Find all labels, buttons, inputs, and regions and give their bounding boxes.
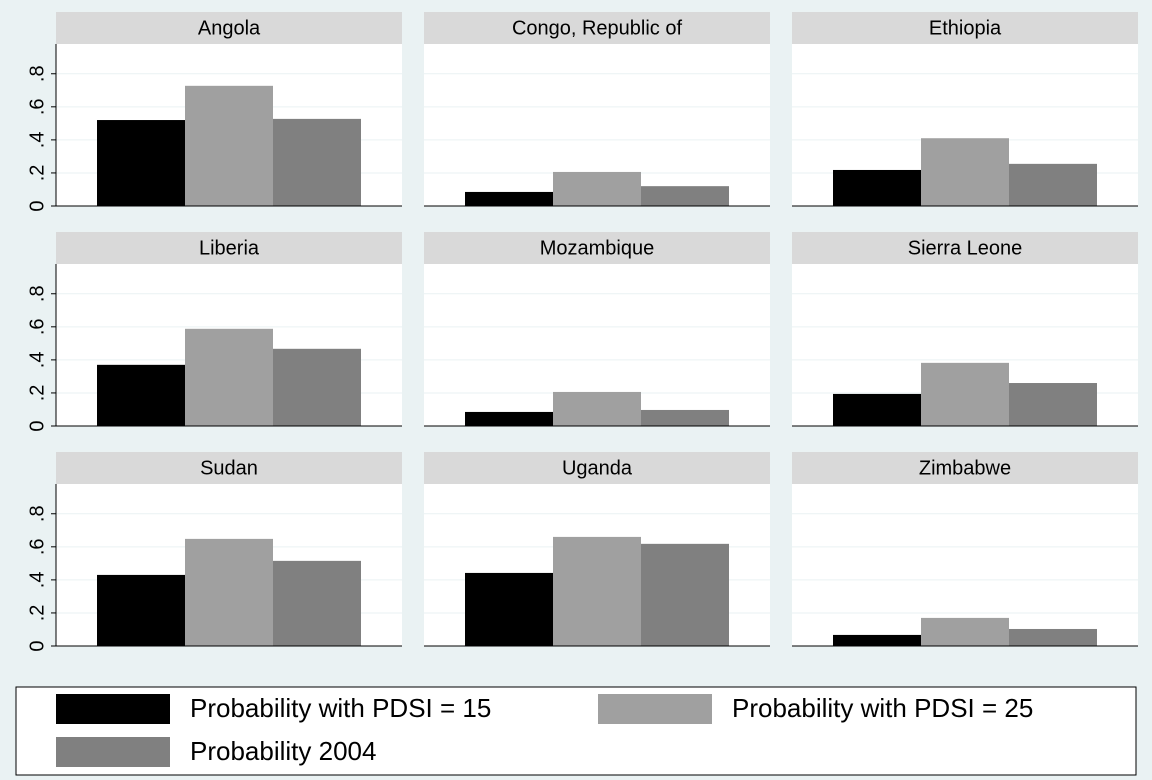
legend-label: Probability with PDSI = 15 <box>190 693 491 723</box>
panel-title: Mozambique <box>540 237 655 259</box>
panel-title: Zimbabwe <box>919 457 1011 479</box>
bar <box>97 574 185 646</box>
legend-label: Probability with PDSI = 25 <box>732 693 1033 723</box>
bar <box>1009 628 1097 646</box>
legend-box <box>15 686 1137 776</box>
panel-title: Sierra Leone <box>908 237 1023 259</box>
y-tick-label: .2 <box>26 605 48 622</box>
legend-swatch <box>56 737 170 767</box>
strip-header <box>424 232 770 264</box>
panel-title: Angola <box>198 17 261 39</box>
bar <box>833 393 921 426</box>
bar <box>921 138 1009 206</box>
strip-header <box>56 232 402 264</box>
y-tick-label: .6 <box>26 318 48 335</box>
panel-title: Ethiopia <box>929 17 1002 39</box>
bar <box>641 186 729 206</box>
bar <box>553 171 641 206</box>
panel-title: Sudan <box>200 457 258 479</box>
legend-swatch <box>598 694 712 724</box>
bar <box>185 85 273 206</box>
y-tick-label: .8 <box>26 65 48 82</box>
bar <box>273 118 361 206</box>
strip-header <box>56 12 402 44</box>
bar <box>97 120 185 206</box>
bar <box>921 362 1009 426</box>
bar <box>641 409 729 426</box>
bar <box>273 348 361 426</box>
panel-title: Congo, Republic of <box>512 17 683 39</box>
legend-swatch <box>56 694 170 724</box>
bar <box>833 634 921 646</box>
bar <box>465 411 553 426</box>
bar <box>1009 163 1097 206</box>
y-tick-label: 0 <box>26 640 48 651</box>
y-tick-label: .4 <box>26 352 48 369</box>
y-tick-label: .6 <box>26 538 48 555</box>
bar <box>1009 383 1097 426</box>
strip-header <box>424 12 770 44</box>
bar <box>465 572 553 646</box>
bar <box>273 560 361 646</box>
y-tick-label: .6 <box>26 98 48 115</box>
strip-header <box>792 232 1138 264</box>
y-tick-label: .8 <box>26 285 48 302</box>
y-tick-label: .2 <box>26 165 48 182</box>
bar <box>97 364 185 426</box>
strip-header <box>424 452 770 484</box>
bar <box>553 391 641 426</box>
bar <box>641 543 729 646</box>
strip-header <box>56 452 402 484</box>
y-tick-label: 0 <box>26 420 48 431</box>
legend-label: Probability 2004 <box>190 736 376 766</box>
y-tick-label: .4 <box>26 572 48 589</box>
y-tick-label: .2 <box>26 385 48 402</box>
bar <box>185 538 273 646</box>
strip-header <box>792 452 1138 484</box>
y-tick-label: 0 <box>26 200 48 211</box>
bar <box>833 169 921 206</box>
panel-title: Uganda <box>562 457 633 479</box>
y-tick-label: .8 <box>26 505 48 522</box>
bar <box>465 191 553 206</box>
bar <box>921 617 1009 646</box>
y-tick-label: .4 <box>26 132 48 149</box>
bar <box>553 536 641 646</box>
panel-title: Liberia <box>199 237 260 259</box>
strip-header <box>792 12 1138 44</box>
bar <box>185 328 273 426</box>
